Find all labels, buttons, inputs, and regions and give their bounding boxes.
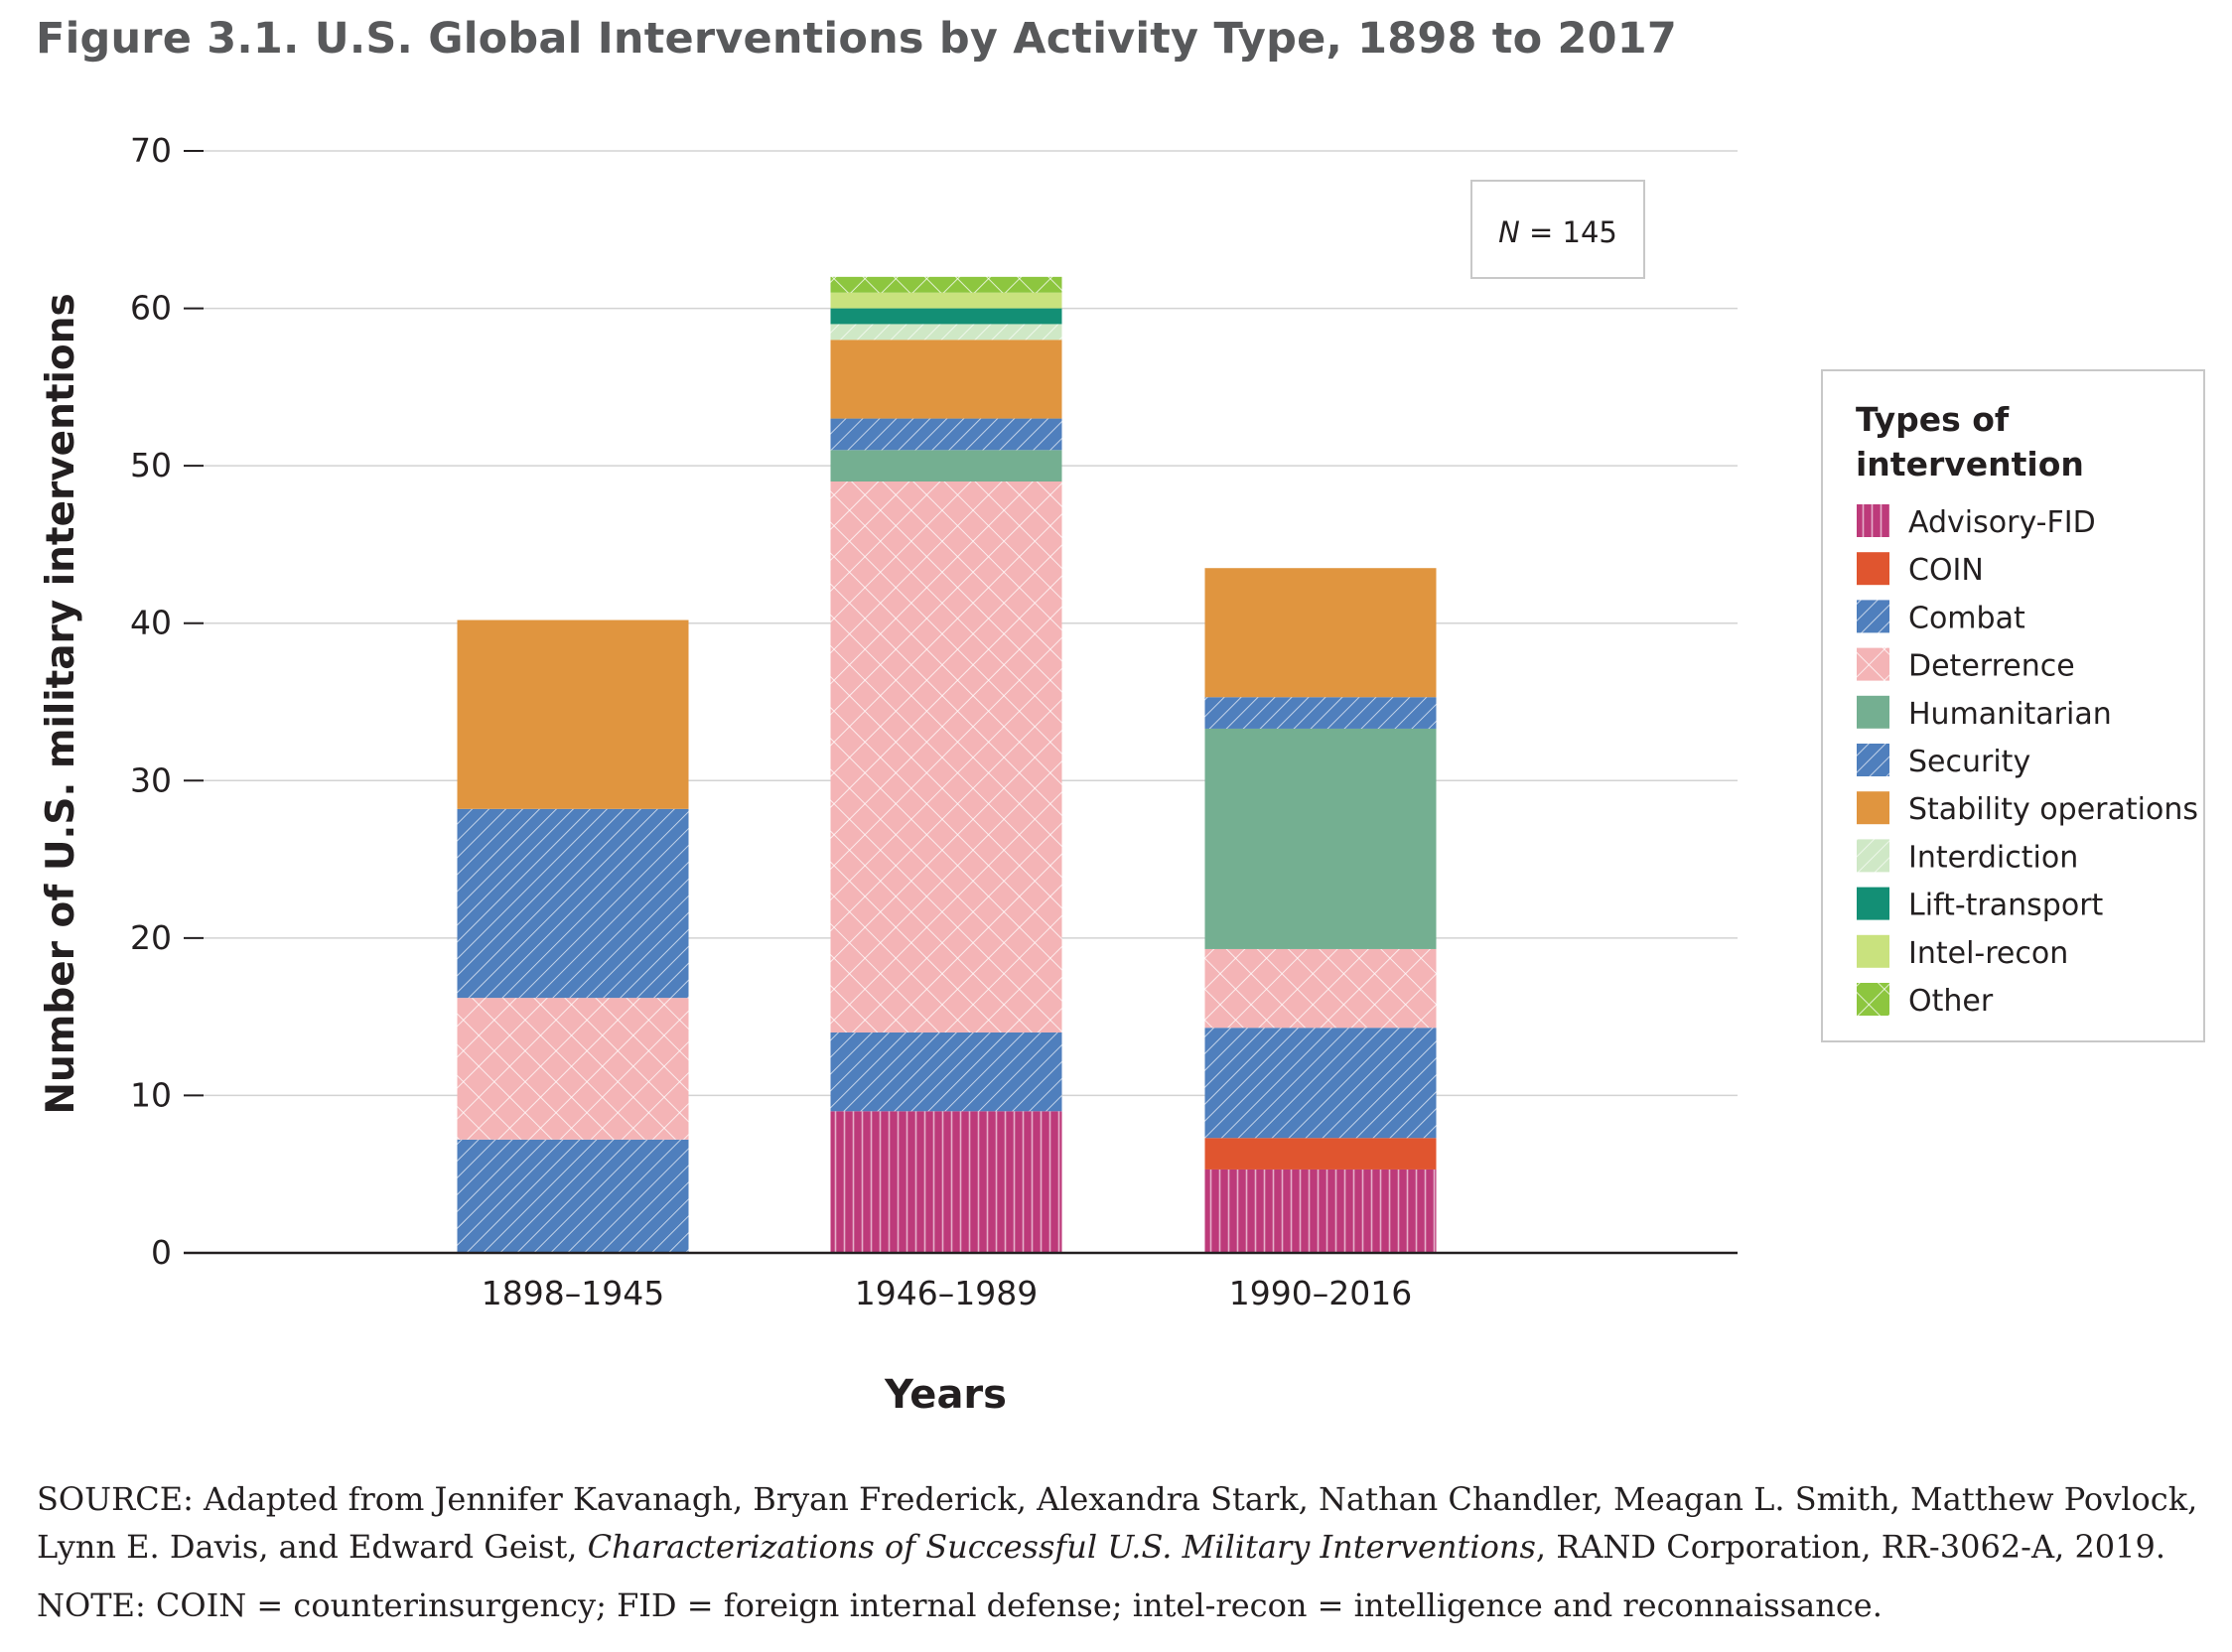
y-tick-label: 20 xyxy=(130,918,172,957)
bar-segment-humanitarian xyxy=(830,450,1062,482)
y-axis-title: Number of U.S. military interventions xyxy=(39,293,83,1114)
legend-label: Humanitarian xyxy=(1908,697,2112,732)
source-suffix: , RAND Corporation, RR-3062-A, 2019. xyxy=(1535,1528,2166,1566)
bar-segment-combat xyxy=(457,1139,689,1253)
legend-swatch xyxy=(1857,934,1889,968)
axes: 0 10 20 30 40 50 60 70 1898–1945 1946–1989 1990–20… xyxy=(39,131,1738,1418)
legend-swatch xyxy=(1857,983,1889,1016)
bar-segment-coin xyxy=(1204,1138,1437,1170)
legend-label: Combat xyxy=(1908,601,2025,635)
x-tick-label: 1990–2016 xyxy=(1229,1274,1412,1312)
legend-item-other: Other xyxy=(1857,983,1994,1019)
bar-segment-intel-recon xyxy=(830,292,1062,309)
bar-segment-combat xyxy=(1204,1028,1437,1139)
source-note: SOURCE: Adapted from Jennifer Kavanagh, … xyxy=(37,1475,2201,1571)
bar-segment-deterrence xyxy=(457,998,689,1140)
legend-label: Intel-recon xyxy=(1908,936,2068,971)
y-tick-label: 60 xyxy=(130,289,172,328)
legend-swatch xyxy=(1857,887,1889,920)
bar-segment-deterrence xyxy=(1204,948,1437,1029)
stacked-bar-chart: 0 10 20 30 40 50 60 70 1898–1945 1946–1989 1990–20… xyxy=(39,131,2205,1418)
source-prefix: SOURCE: Adapted from Jennifer Kavanagh, … xyxy=(37,1480,2198,1566)
legend-swatch xyxy=(1857,839,1889,873)
bar-segment-stability-operations xyxy=(1204,568,1437,698)
legend-swatch xyxy=(1857,791,1889,825)
bar-segment-other xyxy=(830,276,1062,293)
x-axis-title: Years xyxy=(884,1372,1007,1418)
bar-stack-1946-1989 xyxy=(830,276,1062,1253)
legend-item-humanitarian: Humanitarian xyxy=(1857,695,2112,732)
abbreviation-note: NOTE: COIN = counterinsurgency; FID = fo… xyxy=(37,1586,1883,1624)
bar-stack-1898-1945 xyxy=(457,620,689,1253)
x-tick-label: 1898–1945 xyxy=(482,1274,664,1312)
annotation-box xyxy=(1470,180,1645,279)
source-title: Characterizations of Successful U.S. Mil… xyxy=(587,1528,1536,1566)
n-annotation: N = 145 xyxy=(1470,180,1645,279)
annotation-text: N = 145 xyxy=(1498,215,1617,249)
bar-segment-combat xyxy=(830,1032,1062,1112)
y-tick-label: 50 xyxy=(130,446,172,484)
legend-label: Interdiction xyxy=(1908,840,2078,875)
bar-stack-1990-2016 xyxy=(1204,568,1437,1253)
legend-item-intel-recon: Intel-recon xyxy=(1857,934,2068,971)
bar-segment-deterrence xyxy=(830,482,1062,1032)
legend-label: Lift-transport xyxy=(1908,889,2104,923)
y-tick-label: 30 xyxy=(130,760,172,799)
y-tick-label: 10 xyxy=(130,1075,172,1114)
bar-segment-stability-operations xyxy=(457,620,689,809)
figure-title: Figure 3.1. U.S. Global Interventions by… xyxy=(36,14,1677,64)
bar-segment-humanitarian xyxy=(1204,728,1437,949)
legend-item-security: Security xyxy=(1857,744,2030,779)
legend-label: Deterrence xyxy=(1908,649,2075,684)
y-tick-label: 40 xyxy=(130,604,172,642)
bar-segment-interdiction xyxy=(830,324,1062,341)
bar-segment-advisory-fid xyxy=(830,1111,1062,1253)
y-tick-label: 70 xyxy=(130,131,172,170)
legend-swatch xyxy=(1857,552,1889,586)
legend-swatch xyxy=(1857,647,1889,681)
legend-swatch xyxy=(1857,695,1889,729)
legend-item-stability-operations: Stability operations xyxy=(1857,791,2198,827)
legend-label: Security xyxy=(1908,745,2030,779)
legend-swatch xyxy=(1857,744,1889,776)
legend-item-lift-transport: Lift-transport xyxy=(1857,887,2104,923)
legend-label: Advisory-FID xyxy=(1908,505,2096,540)
bar-segment-security xyxy=(457,808,689,999)
legend-swatch xyxy=(1857,504,1889,537)
legend-item-combat: Combat xyxy=(1857,600,2025,635)
y-tick-label: 0 xyxy=(151,1233,172,1272)
legend-swatch xyxy=(1857,600,1889,633)
legend-item-deterrence: Deterrence xyxy=(1857,647,2075,684)
bars xyxy=(457,276,1437,1253)
bar-segment-security xyxy=(830,418,1062,451)
legend-item-advisory-fid: Advisory-FID xyxy=(1857,504,2096,540)
legend-label: Stability operations xyxy=(1908,792,2198,827)
legend-label: Other xyxy=(1908,984,1994,1019)
legend-item-coin: COIN xyxy=(1857,552,1984,588)
x-tick-label: 1946–1989 xyxy=(855,1274,1038,1312)
bar-segment-stability-operations xyxy=(830,340,1062,419)
legend-title: Types of xyxy=(1856,400,2010,439)
bar-segment-lift-transport xyxy=(830,308,1062,325)
bar-segment-advisory-fid xyxy=(1204,1169,1437,1253)
legend: Types of intervention Advisory-FID COIN Comb… xyxy=(1821,369,2205,1042)
legend-item-interdiction: Interdiction xyxy=(1857,839,2078,875)
bar-segment-security xyxy=(1204,697,1437,729)
legend-title: intervention xyxy=(1856,445,2084,483)
legend-label: COIN xyxy=(1908,553,1984,588)
